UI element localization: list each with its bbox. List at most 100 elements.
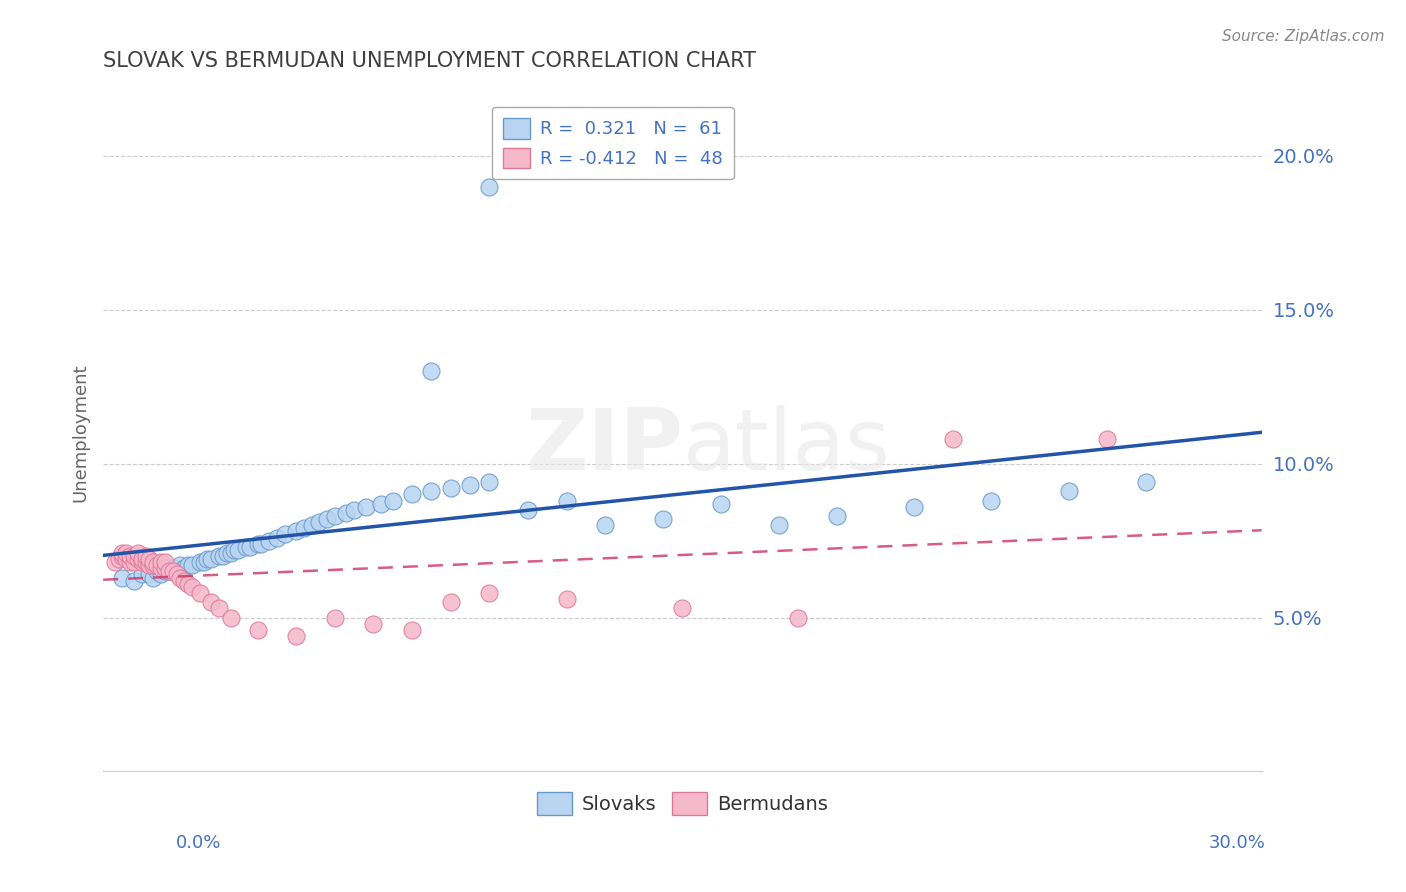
Point <box>173 561 195 575</box>
Point <box>111 546 134 560</box>
Point <box>308 515 330 529</box>
Point <box>111 549 134 563</box>
Point <box>131 555 153 569</box>
Point <box>188 586 211 600</box>
Point <box>343 503 366 517</box>
Point <box>153 561 176 575</box>
Point <box>131 552 153 566</box>
Point <box>354 500 377 514</box>
Point <box>138 552 160 566</box>
Point <box>197 552 219 566</box>
Point <box>107 552 129 566</box>
Point <box>246 537 269 551</box>
Legend: Slovaks, Bermudans: Slovaks, Bermudans <box>530 785 835 822</box>
Point <box>1135 475 1157 490</box>
Point <box>478 475 501 490</box>
Point <box>285 629 308 643</box>
Point <box>177 558 200 573</box>
Point <box>555 493 578 508</box>
Text: ZIP: ZIP <box>524 405 682 488</box>
Point <box>146 558 169 573</box>
Point <box>138 567 160 582</box>
Point <box>153 565 176 579</box>
Point <box>208 549 231 563</box>
Point <box>131 567 153 582</box>
Point <box>652 512 675 526</box>
Point <box>200 595 222 609</box>
Point <box>420 484 443 499</box>
Point <box>153 555 176 569</box>
Point <box>150 561 173 575</box>
Point <box>138 558 160 573</box>
Point <box>122 549 145 563</box>
Point <box>226 542 249 557</box>
Point <box>150 555 173 569</box>
Point <box>478 179 501 194</box>
Point <box>292 521 315 535</box>
Point <box>122 574 145 588</box>
Point <box>710 497 733 511</box>
Point <box>235 540 257 554</box>
Text: 30.0%: 30.0% <box>1209 834 1265 852</box>
Point <box>555 592 578 607</box>
Point <box>458 478 481 492</box>
Point <box>115 552 138 566</box>
Point <box>440 595 463 609</box>
Point <box>215 546 238 560</box>
Point <box>146 565 169 579</box>
Point <box>246 623 269 637</box>
Point <box>135 549 157 563</box>
Point <box>370 497 392 511</box>
Point <box>239 540 262 554</box>
Point <box>257 533 280 548</box>
Point <box>208 601 231 615</box>
Point <box>250 537 273 551</box>
Point <box>593 518 616 533</box>
Point <box>135 555 157 569</box>
Point <box>671 601 693 615</box>
Point <box>173 574 195 588</box>
Point <box>316 512 339 526</box>
Point <box>440 481 463 495</box>
Point <box>166 567 188 582</box>
Point <box>335 506 357 520</box>
Point <box>169 558 191 573</box>
Point <box>787 610 810 624</box>
Point <box>825 508 848 523</box>
Point <box>1057 484 1080 499</box>
Point <box>166 565 188 579</box>
Point <box>301 518 323 533</box>
Point <box>122 555 145 569</box>
Point <box>193 555 215 569</box>
Point <box>162 561 184 575</box>
Point <box>401 487 423 501</box>
Point <box>177 576 200 591</box>
Point <box>266 531 288 545</box>
Text: Source: ZipAtlas.com: Source: ZipAtlas.com <box>1222 29 1385 44</box>
Point <box>127 552 149 566</box>
Point <box>420 364 443 378</box>
Text: atlas: atlas <box>682 405 890 488</box>
Point <box>219 546 242 560</box>
Point <box>142 570 165 584</box>
Point <box>363 616 385 631</box>
Point <box>224 542 246 557</box>
Point <box>516 503 538 517</box>
Point <box>120 549 142 563</box>
Point <box>323 508 346 523</box>
Point <box>181 558 204 573</box>
Point <box>157 565 180 579</box>
Point <box>323 610 346 624</box>
Point <box>980 493 1002 508</box>
Point <box>273 527 295 541</box>
Point <box>768 518 790 533</box>
Point <box>219 610 242 624</box>
Point <box>104 555 127 569</box>
Point <box>111 570 134 584</box>
Point <box>181 580 204 594</box>
Point <box>142 558 165 573</box>
Text: SLOVAK VS BERMUDAN UNEMPLOYMENT CORRELATION CHART: SLOVAK VS BERMUDAN UNEMPLOYMENT CORRELAT… <box>103 51 756 70</box>
Point <box>120 555 142 569</box>
Text: 0.0%: 0.0% <box>176 834 221 852</box>
Point <box>142 555 165 569</box>
